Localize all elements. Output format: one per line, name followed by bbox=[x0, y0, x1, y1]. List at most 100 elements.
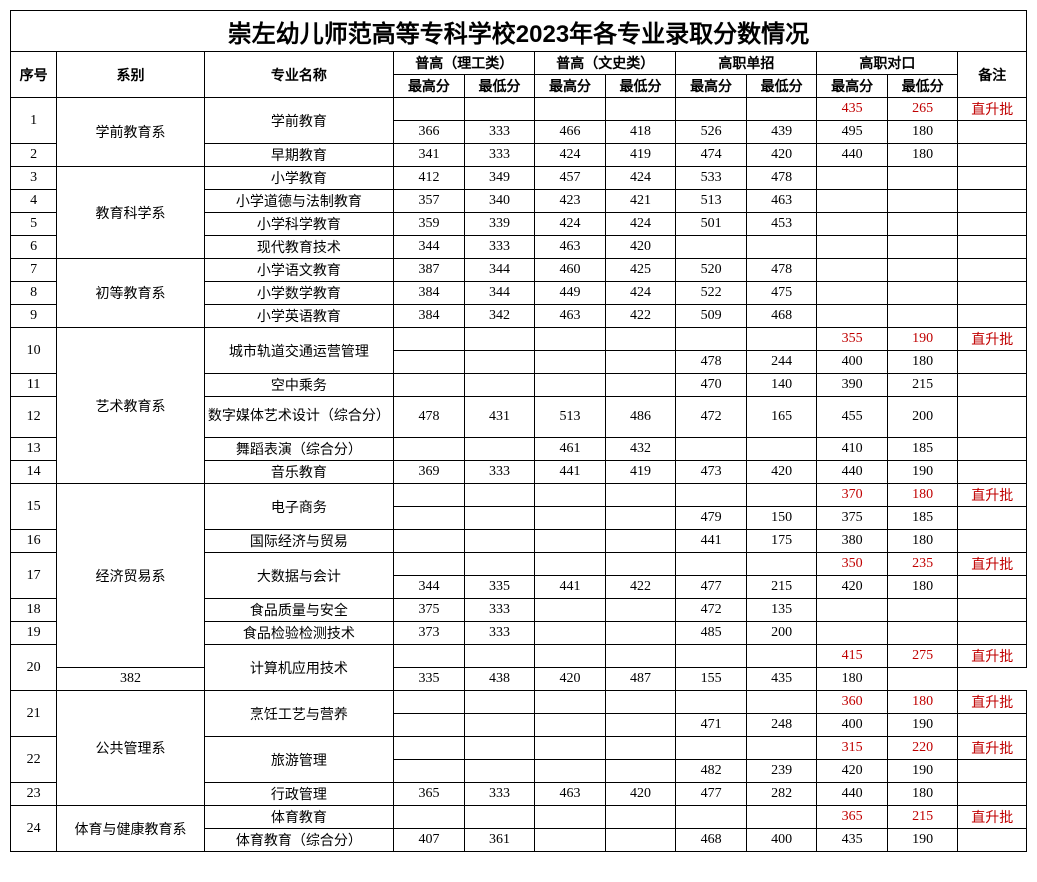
cell-major: 空中乘务 bbox=[204, 374, 393, 397]
cell bbox=[605, 806, 676, 829]
page-title: 崇左幼儿师范高等专科学校2023年各专业录取分数情况 bbox=[11, 11, 1027, 52]
cell bbox=[676, 484, 747, 507]
cell: 344 bbox=[394, 236, 465, 259]
cell: 415 bbox=[817, 645, 888, 668]
cell: 485 bbox=[676, 622, 747, 645]
hdr-min: 最低分 bbox=[464, 75, 535, 98]
cell: 424 bbox=[535, 213, 606, 236]
cell bbox=[676, 645, 747, 668]
cell-seq: 16 bbox=[11, 530, 57, 553]
cell: 185 bbox=[887, 438, 958, 461]
cell: 180 bbox=[887, 144, 958, 167]
cell: 370 bbox=[817, 484, 888, 507]
hdr-min: 最低分 bbox=[887, 75, 958, 98]
cell bbox=[394, 760, 465, 783]
cell: 424 bbox=[605, 282, 676, 305]
cell bbox=[394, 507, 465, 530]
cell bbox=[535, 484, 606, 507]
cell-major: 小学语文教育 bbox=[204, 259, 393, 282]
score-table: 崇左幼儿师范高等专科学校2023年各专业录取分数情况 序号 系别 专业名称 普高… bbox=[10, 10, 1027, 852]
cell bbox=[746, 236, 817, 259]
cell bbox=[394, 714, 465, 737]
cell: 135 bbox=[746, 599, 817, 622]
cell bbox=[746, 645, 817, 668]
cell bbox=[605, 622, 676, 645]
cell: 355 bbox=[817, 328, 888, 351]
cell bbox=[535, 351, 606, 374]
cell-major: 现代教育技术 bbox=[204, 236, 393, 259]
cell bbox=[817, 213, 888, 236]
cell bbox=[605, 98, 676, 121]
cell: 461 bbox=[535, 438, 606, 461]
cell: 180 bbox=[887, 121, 958, 144]
cell: 471 bbox=[676, 714, 747, 737]
cell: 420 bbox=[817, 760, 888, 783]
cell bbox=[817, 282, 888, 305]
cell-major: 体育教育（综合分） bbox=[204, 829, 393, 852]
cell: 373 bbox=[394, 622, 465, 645]
cell bbox=[887, 282, 958, 305]
cell bbox=[958, 190, 1027, 213]
cell bbox=[958, 829, 1027, 852]
cell-seq: 24 bbox=[11, 806, 57, 852]
cell: 215 bbox=[746, 576, 817, 599]
cell bbox=[464, 553, 535, 576]
cell-seq: 18 bbox=[11, 599, 57, 622]
cell: 140 bbox=[746, 374, 817, 397]
cell: 382 bbox=[57, 668, 204, 691]
cell: 422 bbox=[605, 305, 676, 328]
cell bbox=[535, 622, 606, 645]
cell: 440 bbox=[817, 461, 888, 484]
cell: 339 bbox=[464, 213, 535, 236]
cell bbox=[746, 691, 817, 714]
cell bbox=[394, 484, 465, 507]
cell: 418 bbox=[605, 121, 676, 144]
cell: 501 bbox=[676, 213, 747, 236]
cell: 474 bbox=[676, 144, 747, 167]
cell: 400 bbox=[817, 714, 888, 737]
cell: 522 bbox=[676, 282, 747, 305]
cell-seq: 12 bbox=[11, 397, 57, 438]
cell bbox=[605, 829, 676, 852]
cell: 180 bbox=[887, 484, 958, 507]
cell: 220 bbox=[887, 737, 958, 760]
cell-remark: 直升批 bbox=[958, 691, 1027, 714]
cell-major: 行政管理 bbox=[204, 783, 393, 806]
cell: 180 bbox=[887, 351, 958, 374]
cell-dept: 体育与健康教育系 bbox=[57, 806, 204, 852]
cell-major: 计算机应用技术 bbox=[204, 645, 393, 691]
cell bbox=[605, 374, 676, 397]
cell-remark: 直升批 bbox=[958, 484, 1027, 507]
cell bbox=[535, 714, 606, 737]
cell: 463 bbox=[535, 783, 606, 806]
cell: 478 bbox=[746, 259, 817, 282]
cell-dept: 教育科学系 bbox=[57, 167, 204, 259]
cell: 190 bbox=[887, 714, 958, 737]
cell-remark: 直升批 bbox=[958, 806, 1027, 829]
cell bbox=[676, 737, 747, 760]
cell bbox=[464, 760, 535, 783]
cell bbox=[535, 737, 606, 760]
cell bbox=[958, 167, 1027, 190]
cell: 478 bbox=[676, 351, 747, 374]
cell-major: 食品质量与安全 bbox=[204, 599, 393, 622]
cell bbox=[887, 236, 958, 259]
cell-major: 小学数学教育 bbox=[204, 282, 393, 305]
cell: 473 bbox=[676, 461, 747, 484]
cell: 472 bbox=[676, 599, 747, 622]
cell bbox=[746, 484, 817, 507]
cell: 449 bbox=[535, 282, 606, 305]
cell bbox=[464, 806, 535, 829]
cell-remark: 直升批 bbox=[958, 328, 1027, 351]
cell: 466 bbox=[535, 121, 606, 144]
cell: 420 bbox=[746, 461, 817, 484]
cell: 365 bbox=[817, 806, 888, 829]
cell: 422 bbox=[605, 576, 676, 599]
cell bbox=[958, 599, 1027, 622]
cell: 282 bbox=[746, 783, 817, 806]
cell: 165 bbox=[746, 397, 817, 438]
hdr-group4: 高职对口 bbox=[817, 52, 958, 75]
cell bbox=[394, 691, 465, 714]
cell: 468 bbox=[746, 305, 817, 328]
cell bbox=[394, 98, 465, 121]
